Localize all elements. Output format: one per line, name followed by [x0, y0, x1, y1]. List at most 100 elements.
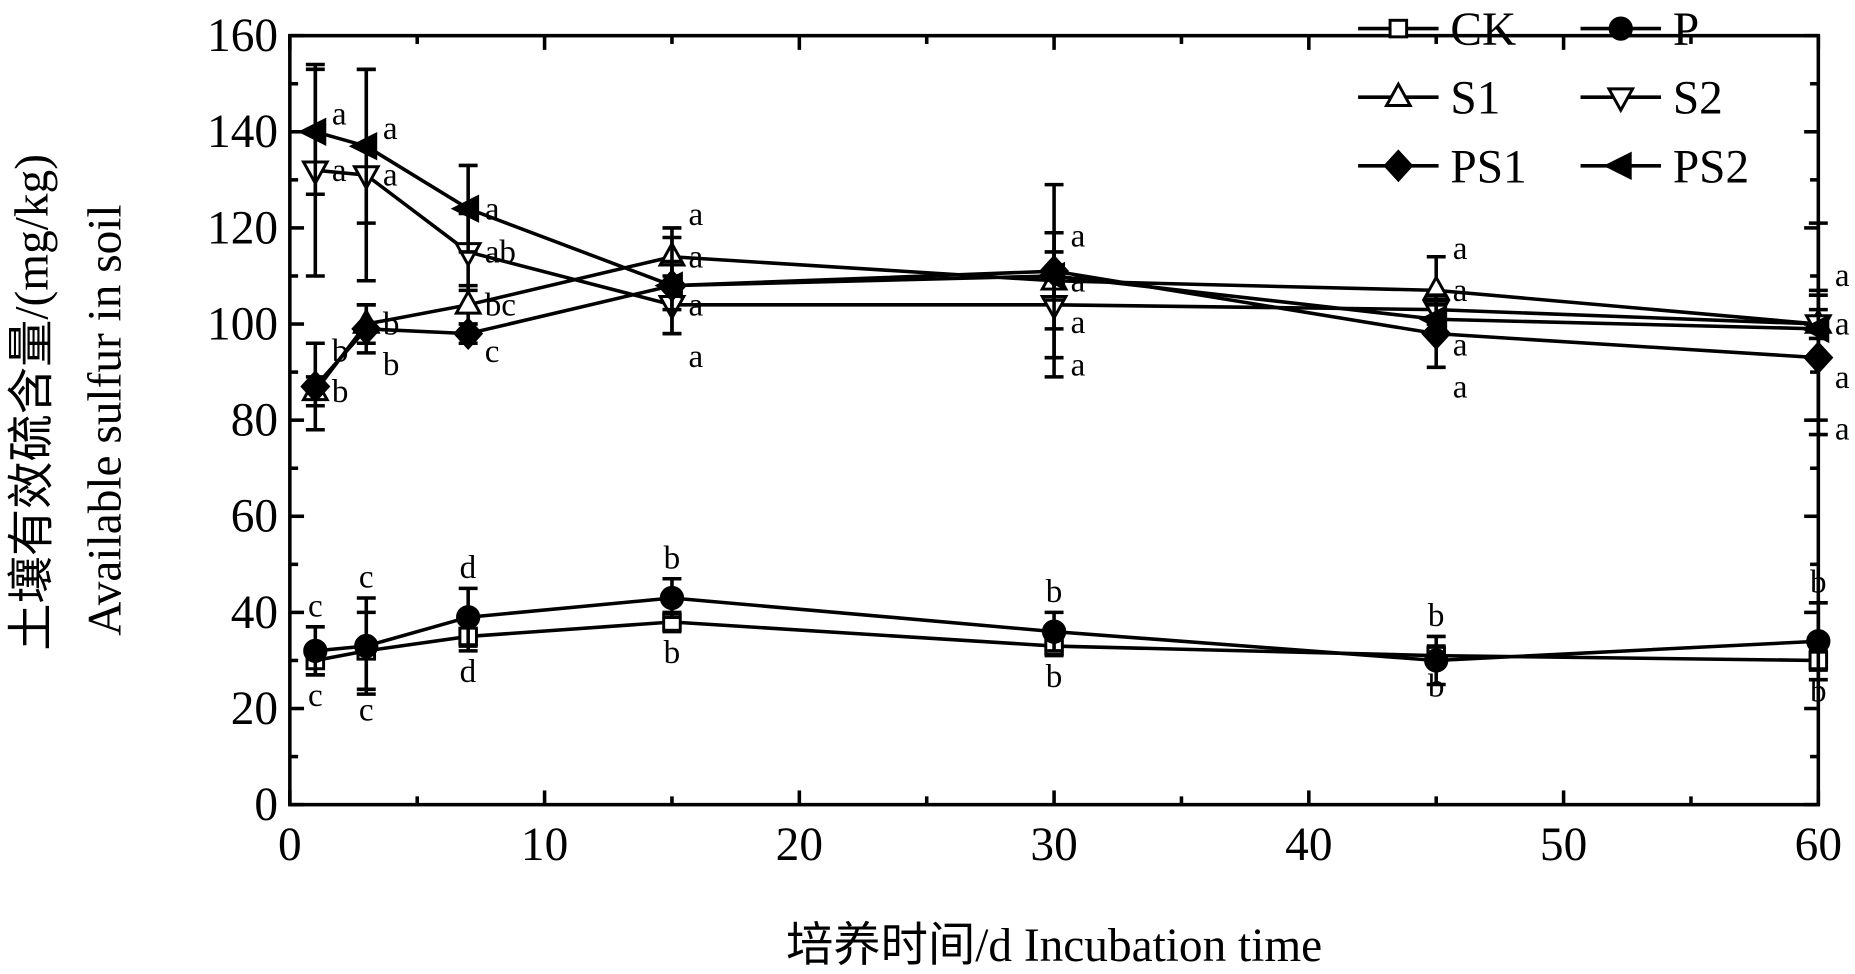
significance-letter: b	[383, 306, 400, 343]
legend-item-ps2: PS2	[1580, 141, 1749, 193]
significance-letter: a	[1453, 369, 1468, 406]
x-tick-label: 30	[1030, 819, 1077, 871]
legend-item-ps1: PS1	[1358, 141, 1527, 193]
data-point	[453, 317, 484, 351]
y-tick-label: 60	[231, 491, 278, 543]
significance-letter: c	[308, 677, 323, 714]
x-tick-label: 60	[1795, 819, 1842, 871]
significance-letter: a	[1071, 304, 1086, 341]
data-point	[348, 131, 378, 161]
significance-letter: a	[1453, 230, 1468, 267]
legend-marker	[1606, 87, 1636, 114]
y-tick-label: 100	[207, 298, 278, 350]
significance-letter: ab	[485, 234, 516, 271]
significance-letter: b	[332, 333, 349, 370]
x-tick-label: 10	[521, 819, 568, 871]
data-point	[453, 288, 483, 315]
x-tick-label: 40	[1285, 819, 1332, 871]
significance-letter: a	[485, 190, 500, 227]
significance-letter: c	[359, 692, 374, 729]
significance-letter: a	[1453, 327, 1468, 364]
data-point	[351, 312, 382, 346]
significance-letter: b	[664, 539, 681, 576]
y-axis-label-cn: 土壤有效硫含量/(mg/kg)	[6, 154, 58, 651]
y-tick-label: 140	[207, 106, 278, 158]
legend-label: S2	[1673, 73, 1723, 125]
significance-letter: a	[689, 286, 704, 323]
x-tick-label: 20	[776, 819, 823, 871]
data-point	[654, 271, 683, 300]
series-p	[303, 576, 1831, 696]
y-axis-label-en: Available sulfur in soil	[80, 204, 132, 635]
data-point	[303, 638, 328, 663]
series-line	[314, 130, 1819, 331]
legend-item-p: P	[1580, 4, 1699, 56]
significance-letter: b	[1046, 658, 1063, 695]
significance-letter: a	[332, 152, 347, 189]
legend-item-s2: S2	[1580, 73, 1723, 125]
y-tick-label: 40	[231, 587, 278, 639]
legend-marker	[1384, 81, 1413, 107]
data-point	[297, 117, 327, 147]
x-tick-label: 50	[1540, 819, 1587, 871]
series-group	[297, 62, 1834, 696]
significance-letter: a	[1835, 306, 1850, 343]
significance-letter: a	[1835, 410, 1850, 447]
legend-marker	[1603, 151, 1632, 181]
data-point	[300, 370, 331, 403]
data-point	[1800, 314, 1830, 344]
series-line	[314, 620, 1819, 663]
x-axis-label: 培养时间/d Incubation time	[786, 920, 1322, 972]
y-tick-label: 0	[254, 779, 278, 831]
legend-label: S1	[1450, 73, 1500, 125]
significance-letter: b	[383, 346, 400, 383]
significance-letter: a	[332, 96, 347, 133]
significance-letter: a	[1071, 346, 1086, 383]
significance-letter: a	[1835, 257, 1850, 294]
series-line	[315, 596, 1819, 663]
series-s2	[300, 62, 1833, 379]
significance-letter: c	[308, 587, 323, 624]
significance-letter: b	[664, 634, 681, 671]
significance-letter: a	[1453, 272, 1468, 309]
legend-label: PS1	[1450, 141, 1526, 193]
legend-label: PS2	[1673, 141, 1749, 193]
data-point	[1424, 648, 1449, 673]
legend-item-ck: CK	[1358, 4, 1516, 56]
significance-letter: a	[689, 196, 704, 233]
significance-letter: bc	[485, 286, 516, 323]
significance-letter: c	[485, 333, 500, 370]
data-point	[1041, 619, 1067, 644]
significance-letter: d	[460, 653, 477, 690]
data-point	[456, 605, 481, 630]
legend-label: P	[1673, 4, 1699, 56]
data-point	[659, 585, 685, 611]
significance-letter: a	[1835, 359, 1850, 396]
data-point	[1806, 629, 1831, 654]
legend-marker	[1388, 18, 1409, 39]
data-point	[1036, 261, 1066, 291]
significance-letter: c	[359, 559, 374, 596]
series-ps1	[300, 182, 1834, 432]
significance-letter: b	[1810, 672, 1827, 709]
x-tick-label: 0	[278, 819, 302, 871]
data-point	[450, 194, 480, 223]
legend-item-s1: S1	[1358, 73, 1500, 125]
significance-letter: b	[1810, 563, 1827, 600]
data-point	[1418, 305, 1448, 334]
significance-letter: b	[1428, 597, 1445, 634]
axes: 0 10 20 30 40 50 60 0 20 40 60 80 100 120 140 160	[207, 10, 1842, 871]
significance-letter: a	[383, 110, 398, 147]
data-point	[354, 633, 379, 659]
y-tick-label: 80	[231, 395, 278, 447]
significance-letter: b	[1046, 573, 1063, 610]
significance-letter: a	[689, 338, 704, 375]
legend-label: CK	[1450, 4, 1516, 56]
significance-letter: b	[332, 373, 349, 410]
significance-letter: b	[1428, 668, 1445, 705]
significance-letter: a	[383, 157, 398, 194]
y-tick-label: 160	[207, 10, 278, 62]
legend-marker	[1383, 149, 1414, 183]
